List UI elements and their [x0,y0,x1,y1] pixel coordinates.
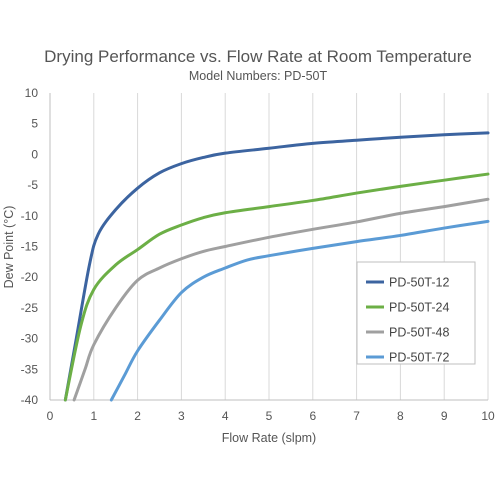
x-tick-label: 9 [441,409,448,423]
y-tick-label: 10 [25,86,39,100]
chart-subtitle: Model Numbers: PD-50T [189,69,328,83]
x-tick-label: 1 [90,409,97,423]
x-tick-label: 8 [397,409,404,423]
legend: PD-50T-12 PD-50T-24 PD-50T-48 PD-50T-72 [356,261,476,365]
series-line-pd-50t-72 [109,219,490,402]
y-tick-label: 5 [31,117,38,131]
series-lines [63,131,490,402]
y-tick-label: -20 [21,270,39,284]
y-tick-label: -30 [21,332,39,346]
x-tick-label: 2 [134,409,141,423]
series-line-pd-50t-24 [63,172,490,402]
y-tick-label: -10 [21,209,39,223]
y-tick-label: -25 [21,301,39,315]
axes [49,93,488,401]
legend-label: PD-50T-48 [389,326,449,340]
series-line-pd-50t-12 [63,131,490,402]
legend-box [356,261,476,365]
y-tick-label: -15 [21,240,39,254]
x-tick-label: 0 [47,409,54,423]
y-tick-label: -5 [27,178,38,192]
x-tick-label: 5 [266,409,273,423]
y-tick-label: -40 [21,393,39,407]
chart-title: Drying Performance vs. Flow Rate at Room… [44,47,472,66]
y-tick-label: 0 [31,147,38,161]
series-line-pd-50t-48 [72,197,490,402]
tick-labels: 0 1 2 3 4 5 6 7 8 9 10 10 5 0 -5 -10 -15 -20 -25 -30 -35 -40 [21,86,495,423]
x-tick-label: 4 [222,409,229,423]
legend-label: PD-50T-72 [389,351,449,365]
legend-label: PD-50T-24 [389,301,449,315]
x-tick-label: 10 [481,409,495,423]
x-axis-label: Flow Rate (slpm) [222,431,316,445]
x-tick-label: 6 [309,409,316,423]
x-tick-label: 3 [178,409,185,423]
y-axis-label: Dew Point (°C) [2,206,16,289]
x-tick-label: 7 [353,409,360,423]
legend-label: PD-50T-12 [389,276,449,290]
y-tick-label: -35 [21,362,39,376]
